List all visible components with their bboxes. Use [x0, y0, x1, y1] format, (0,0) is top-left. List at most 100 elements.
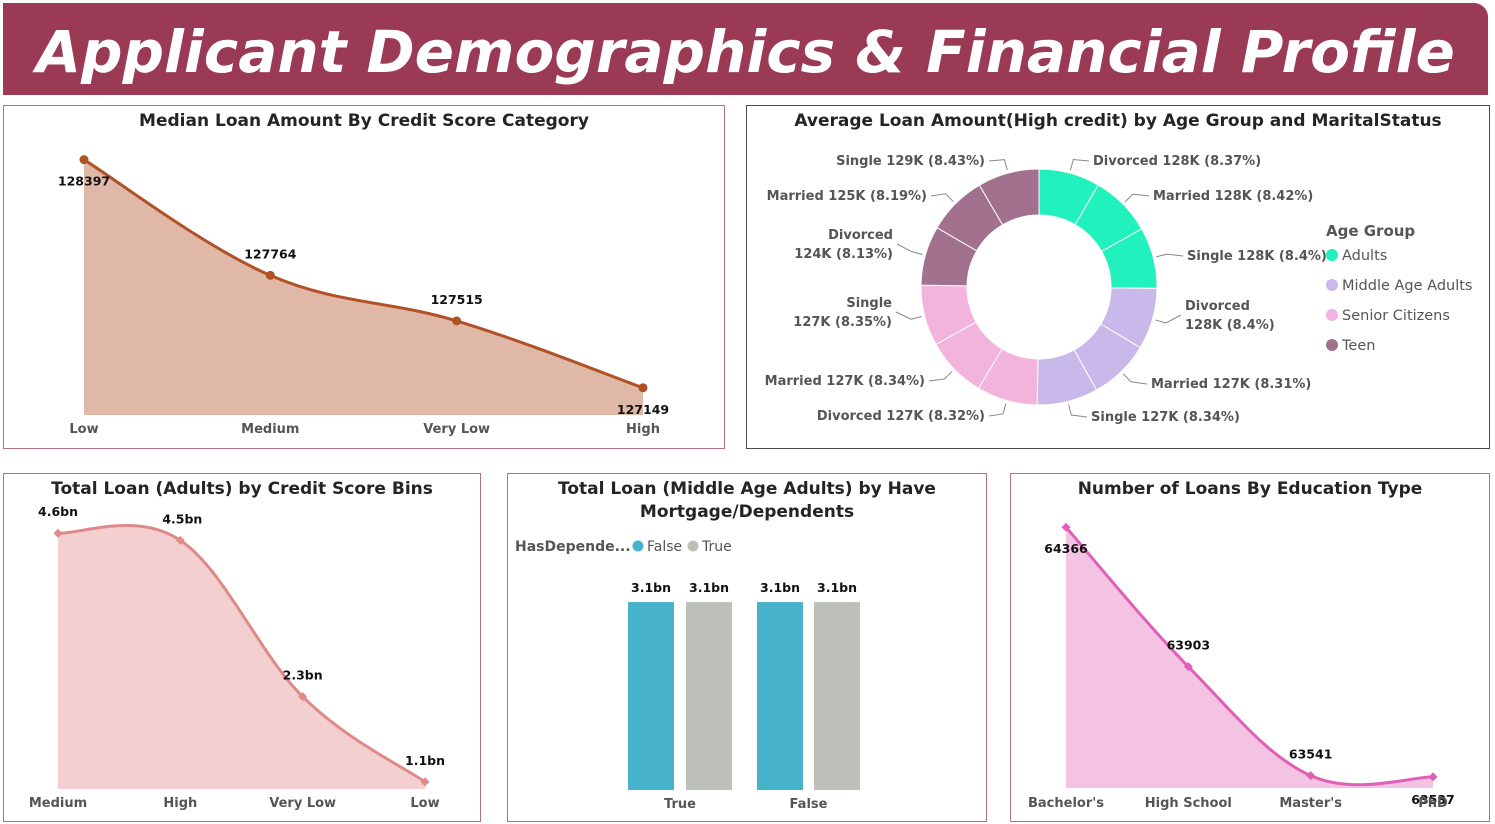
total-loan-adults-area-chart: 4.6bn Medium 4.5bn High 2.3bn Very Low 1.1bn Lo…	[29, 504, 445, 811]
slice-label: Divorced 127K (8.32%)	[817, 409, 985, 424]
data-label: 3.1bn	[631, 580, 671, 595]
area-fill	[84, 159, 643, 415]
data-label: 3.1bn	[760, 580, 800, 595]
x-tick-label: High School	[1145, 796, 1232, 811]
leader-line	[1155, 314, 1182, 324]
leader-line	[1122, 373, 1148, 385]
slice-label: Married 127K (8.31%)	[1151, 377, 1311, 392]
bar	[628, 602, 674, 790]
series-line	[83, 158, 644, 390]
slice-label: Divorced	[828, 228, 893, 243]
leader-line	[988, 159, 1008, 171]
x-tick-label: False	[790, 797, 828, 812]
data-label: 127515	[431, 292, 483, 307]
leader-line	[1069, 159, 1090, 171]
leader-line	[1156, 253, 1184, 258]
bar	[757, 602, 803, 790]
x-tick-label: Low	[410, 796, 439, 811]
chart-title: Number of Loans By Education Type	[1077, 479, 1423, 499]
legend-marker-false	[632, 540, 644, 552]
data-label: 3.1bn	[689, 580, 729, 595]
panel-total-loan-middle-age: Total Loan (Middle Age Adults) by Have M…	[507, 473, 987, 822]
slice-label: 127K (8.35%)	[793, 315, 892, 330]
leader-line	[1068, 404, 1088, 418]
avg-loan-donut-chart: Divorced 128K (8.37%) Married 128K (8.42%…	[765, 154, 1473, 425]
legend-label: Middle Age Adults	[1342, 278, 1473, 294]
data-label: 4.5bn	[162, 511, 202, 526]
slice-label: Single 129K (8.43%)	[836, 154, 985, 169]
legend-marker	[1326, 309, 1338, 321]
chart-title-line1: Total Loan (Middle Age Adults) by Have	[558, 479, 936, 499]
legend-marker	[1326, 339, 1338, 351]
data-point	[298, 692, 308, 702]
data-point	[420, 777, 430, 787]
panel-avg-loan-donut: Average Loan Amount(High credit) by Age …	[746, 105, 1490, 449]
chart-title-line2: Mortgage/Dependents	[639, 502, 855, 522]
data-point	[1306, 771, 1316, 781]
panel-loans-by-education: Number of Loans By Education Type 64366 B…	[1010, 473, 1490, 822]
data-label: 63537	[1411, 792, 1455, 807]
x-tick-label: Bachelor's	[1028, 796, 1104, 811]
data-label: 2.3bn	[283, 668, 323, 683]
data-point	[638, 383, 648, 393]
title-banner: Applicant Demographics & Financial Profi…	[3, 3, 1488, 95]
data-label: 127149	[617, 402, 669, 417]
x-tick-label: High	[626, 422, 660, 437]
bar	[814, 602, 860, 790]
slice-label: Single 127K (8.34%)	[1091, 410, 1240, 425]
slice-label: 124K (8.13%)	[794, 247, 893, 262]
data-point	[1428, 772, 1438, 782]
legend-label: Teen	[1341, 338, 1375, 354]
median-loan-area-chart: 128397 Low 127764 Medium 127515 Very Low 12714…	[58, 155, 669, 437]
middle-age-bar-chart: HasDepende... False True 3.1bn 3.1bn True 3.1b…	[515, 539, 860, 812]
data-point	[79, 155, 89, 165]
data-point	[265, 270, 275, 280]
data-label: 127764	[244, 246, 296, 261]
data-label: 63903	[1167, 638, 1211, 653]
slice-label: Single 128K (8.4%)	[1187, 249, 1327, 264]
bar	[686, 602, 732, 790]
data-label: 3.1bn	[817, 580, 857, 595]
series-line	[1064, 526, 1434, 787]
data-point	[1183, 662, 1193, 672]
leader-line	[928, 370, 953, 382]
x-tick-label: True	[664, 797, 696, 812]
x-tick-label: Low	[69, 422, 98, 437]
chart-title: Total Loan (Adults) by Credit Score Bins	[51, 479, 433, 499]
legend-title: Age Group	[1326, 222, 1415, 240]
data-label: 1.1bn	[405, 753, 445, 768]
legend-label-true: True	[701, 539, 732, 555]
legend-title: HasDepende...	[515, 539, 631, 555]
data-point	[1061, 522, 1071, 532]
x-tick-label: Master's	[1279, 796, 1342, 811]
area-fill	[1066, 527, 1433, 788]
data-label: 64366	[1044, 541, 1088, 556]
slice-label: Divorced	[1185, 299, 1250, 314]
slice-label: Married 125K (8.19%)	[767, 189, 927, 204]
series-line	[57, 524, 426, 784]
leader-line	[1124, 193, 1150, 203]
data-point	[452, 316, 462, 326]
x-tick-label: PhD	[1418, 796, 1448, 811]
chart-title: Average Loan Amount(High credit) by Age …	[794, 111, 1442, 131]
page-title: Applicant Demographics & Financial Profi…	[36, 18, 1455, 86]
chart-title: Median Loan Amount By Credit Score Categ…	[139, 111, 589, 131]
legend-label: Senior Citizens	[1342, 308, 1450, 324]
x-tick-label: Medium	[241, 422, 299, 437]
slice-label: Married 128K (8.42%)	[1153, 189, 1313, 204]
panel-total-loan-adults: Total Loan (Adults) by Credit Score Bins…	[3, 473, 481, 822]
leader-line	[896, 243, 923, 256]
leader-line	[895, 311, 922, 320]
legend-marker-true	[687, 540, 699, 552]
data-label: 63541	[1289, 747, 1333, 762]
legend-label: Adults	[1342, 248, 1387, 264]
legend-marker	[1326, 279, 1338, 291]
legend-label-false: False	[647, 539, 682, 555]
chart-title: Total Loan (Middle Age Adults) by Have M…	[508, 478, 986, 524]
slice-label: 128K (8.4%)	[1185, 318, 1275, 333]
panel-median-loan: Median Loan Amount By Credit Score Categ…	[3, 105, 725, 449]
leader-line	[988, 403, 1007, 417]
data-label: 4.6bn	[38, 504, 78, 519]
legend-marker	[1326, 249, 1338, 261]
data-point	[53, 528, 63, 538]
